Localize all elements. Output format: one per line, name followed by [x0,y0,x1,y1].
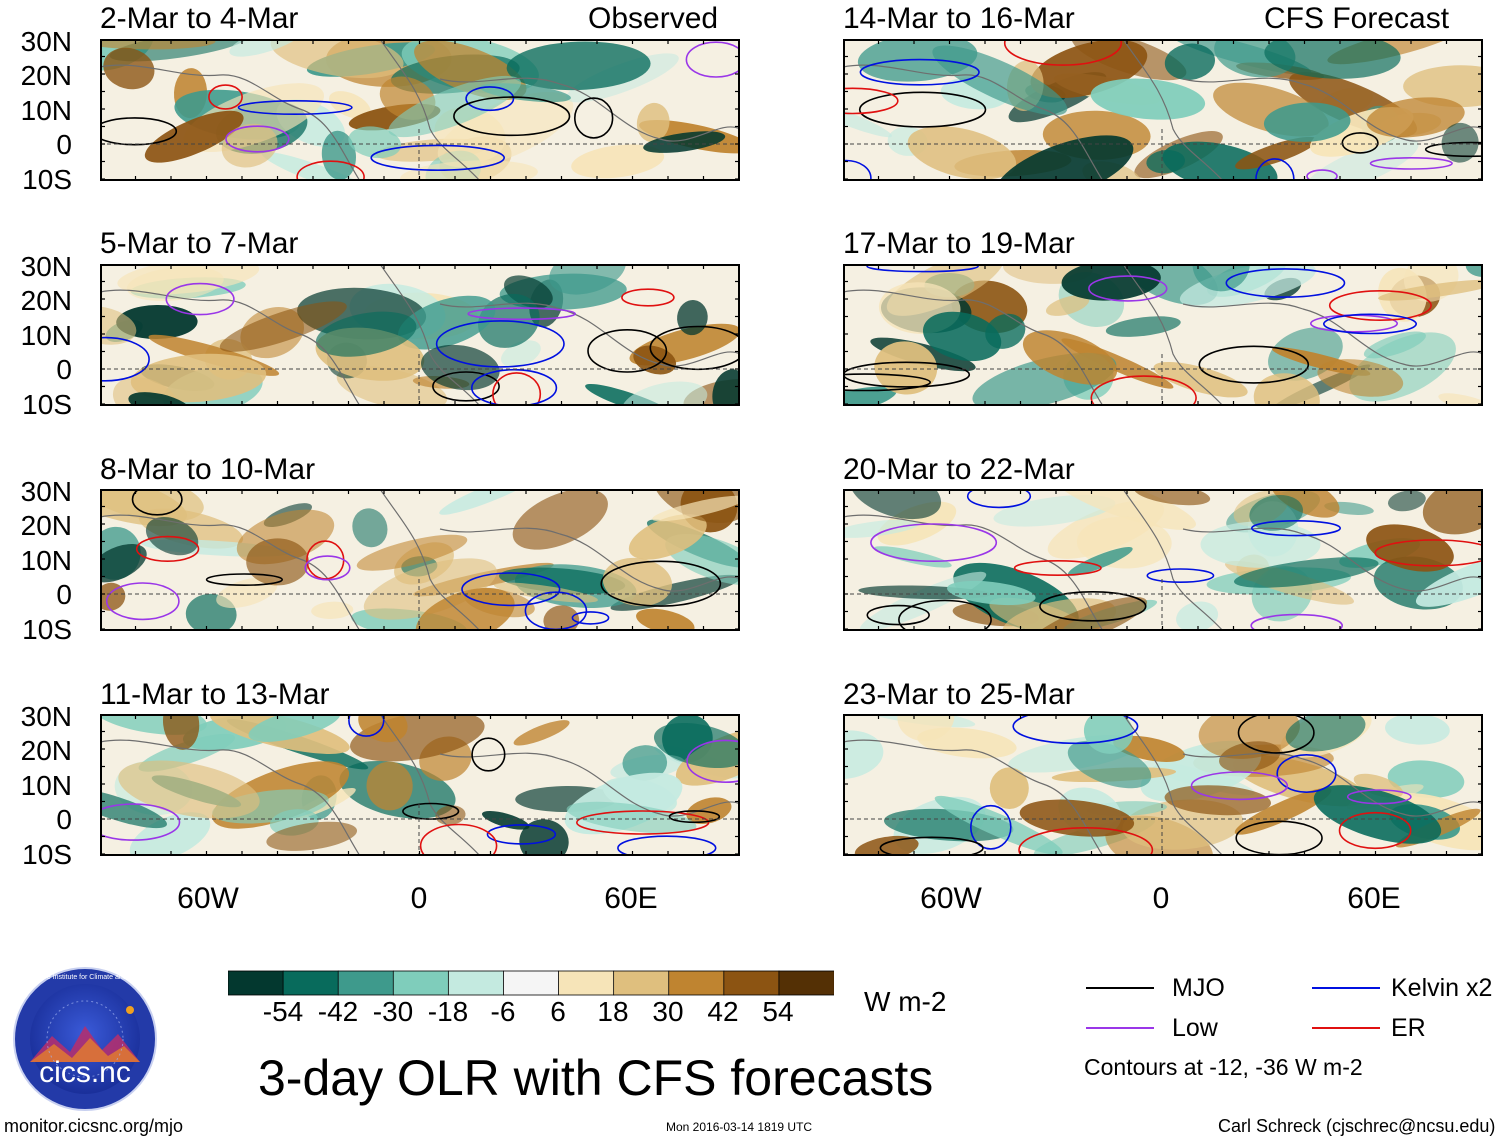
lat-label-10s: 10S [22,164,72,195]
colorbar-tick: -42 [317,996,359,1027]
lon-label-60e-left: 60E [604,882,658,915]
colorbar-swatch [668,970,725,996]
lon-label-60w-right: 60W [920,882,982,915]
lat-label-20n: 20N [20,285,72,316]
footer-url: monitor.cicsnc.org/mjo [4,1116,184,1136]
lon-label-0-right: 0 [1152,882,1170,915]
lat-label-30n: 30N [20,26,72,57]
olr-map [100,489,740,631]
colorbar-tick: -54 [262,996,304,1027]
olr-map [843,39,1483,181]
olr-map [100,264,740,406]
colorbar-swatch [227,970,284,996]
legend-line-er [1312,1027,1380,1029]
cics-logo: cics.nc Cooperative Institute for Climat… [12,966,158,1112]
map-panel-fc-1 [843,39,1483,181]
colorbar-tick: 54 [762,996,794,1027]
legend-label-er: ER [1391,1014,1426,1042]
olr-map [100,39,740,181]
lat-label-20n: 20N [20,735,72,766]
legend-note: Contours at -12, -36 W m-2 [1084,1054,1363,1080]
panel-title-fc-3: 20-Mar to 22-Mar [843,453,1075,486]
contour-legend: MJO Kelvin x2 Low ER Contours at -12, -3… [1084,972,1510,1082]
colorbar-swatch [613,970,670,996]
observed-label: Observed [588,2,719,35]
colorbar-swatches [227,970,835,996]
colorbar-tick: 18 [597,996,629,1027]
legend-label-low: Low [1172,1014,1218,1042]
footer-credit: Carl Schreck (cjschrec@ncsu.edu) [1218,1116,1496,1136]
lat-label-10n: 10N [20,545,72,576]
colorbar-tick: -6 [490,996,516,1027]
panel-title-obs-3: 8-Mar to 10-Mar [100,453,316,486]
logo-text: cics.nc [39,1056,131,1089]
olr-map [843,714,1483,856]
lat-label-10s: 10S [22,614,72,645]
legend-line-mjo [1086,987,1154,989]
legend-label-mjo: MJO [1172,974,1225,1002]
panel-title-fc-1: 14-Mar to 16-Mar [843,2,1075,35]
panel-title-obs-4: 11-Mar to 13-Mar [100,678,330,711]
colorbar [227,970,835,1001]
colorbar-swatch [447,970,505,996]
lat-label-eq: 0 [56,804,72,835]
colorbar-tick: 42 [707,996,739,1027]
map-panel-obs-4 [100,714,740,856]
colorbar-swatch [337,970,394,996]
lat-label-10n: 10N [20,770,72,801]
footer-timestamp: Mon 2016-03-14 1819 UTC [666,1120,813,1134]
colorbar-swatch [503,970,560,996]
colorbar-swatch [723,970,780,996]
lat-label-30n: 30N [20,701,72,732]
legend-line-low [1086,1027,1154,1029]
lon-label-60e-right: 60E [1347,882,1401,915]
logo-ring-text: Cooperative Institute for Climate and Sa… [13,974,157,981]
colorbar-swatch [558,970,615,996]
legend-label-kelvin: Kelvin x2 [1391,974,1493,1002]
lat-label-30n: 30N [20,476,72,507]
lat-label-10n: 10N [20,95,72,126]
panel-title-fc-2: 17-Mar to 19-Mar [843,227,1075,260]
map-panel-obs-2 [100,264,740,406]
map-panel-fc-3 [843,489,1483,631]
colorbar-tick: 30 [652,996,684,1027]
colorbar-unit: W m-2 [864,986,947,1017]
lon-label-0-left: 0 [410,882,428,915]
panel-title-obs-2: 5-Mar to 7-Mar [100,227,299,260]
lat-label-30n: 30N [20,251,72,282]
olr-map [100,714,740,856]
panel-title-obs-1: 2-Mar to 4-Mar [100,2,299,35]
colorbar-swatch [778,970,835,996]
lat-label-10s: 10S [22,839,72,870]
colorbar-swatch [282,970,339,996]
colorbar-swatch [392,970,450,996]
lat-label-20n: 20N [20,510,72,541]
olr-map [843,264,1483,406]
colorbar-tick: -18 [427,996,469,1027]
map-panel-obs-3 [100,489,740,631]
map-panel-obs-1 [100,39,740,181]
lat-label-10n: 10N [20,320,72,351]
legend-line-kelvin [1312,987,1380,989]
lat-label-20n: 20N [20,60,72,91]
map-panel-fc-4 [843,714,1483,856]
olr-map [843,489,1483,631]
lat-label-eq: 0 [56,579,72,610]
colorbar-ticks: -54 -42 -30 -18 -6 6 18 30 42 54 [228,998,834,1028]
lat-label-eq: 0 [56,129,72,160]
forecast-label: CFS Forecast [1264,2,1450,35]
lat-label-10s: 10S [22,389,72,420]
colorbar-tick: 6 [550,996,566,1027]
figure-title: 3-day OLR with CFS forecasts [258,1050,934,1106]
lat-label-eq: 0 [56,354,72,385]
colorbar-tick: -30 [372,996,414,1027]
map-panel-fc-2 [843,264,1483,406]
panel-title-fc-4: 23-Mar to 25-Mar [843,678,1075,711]
lon-label-60w-left: 60W [177,882,239,915]
